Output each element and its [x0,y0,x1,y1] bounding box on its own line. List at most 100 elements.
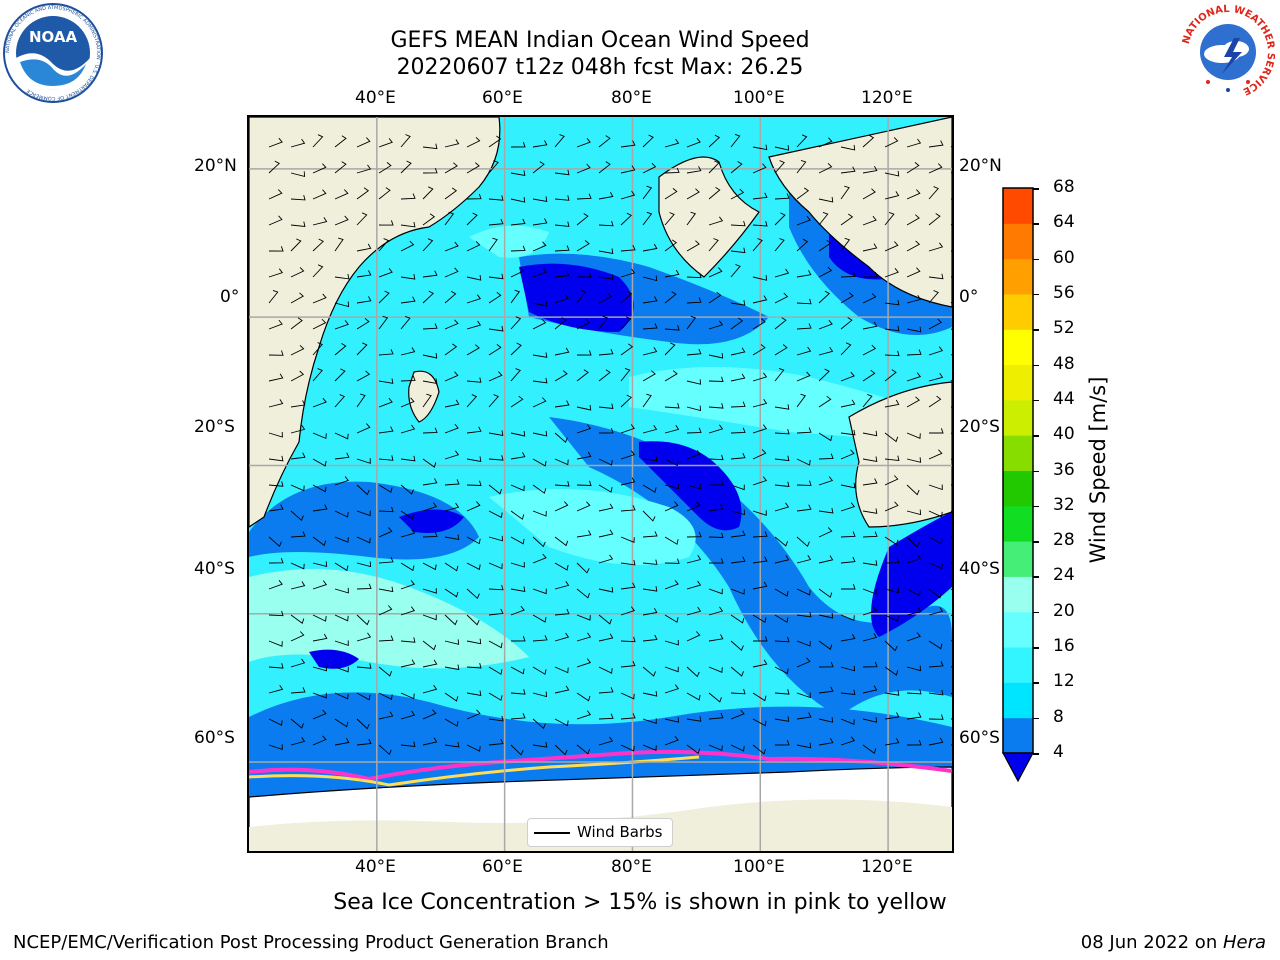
wind-barb-icon [312,561,328,567]
wind-barb-icon [356,342,368,356]
wind-barb-icon [840,633,856,642]
wind-barb-icon [268,536,282,548]
wind-barb-icon [752,424,768,434]
wind-barb-icon [554,562,569,571]
wind-barb-icon [752,510,767,516]
wind-barb-icon [708,712,724,720]
wind-barb-icon [554,270,570,278]
wind-barb-icon [818,738,834,746]
wind-barb-icon [444,423,459,434]
wind-barb-icon [554,169,570,176]
wind-barb-icon [730,666,744,677]
wind-barb-icon [290,344,305,356]
wind-barb-icon [642,455,658,462]
wind-barb-icon [268,189,283,200]
wind-barb-icon [356,164,372,174]
wind-barb-icon [356,296,372,304]
footer-date: 08 Jun 2022 on Hera [1081,932,1266,953]
wind-barb-icon [444,371,459,382]
wind-barb-icon [928,562,943,570]
wind-barb-icon [400,580,415,590]
wind-barb-icon [290,736,306,746]
wind-barb-icon [708,558,724,564]
wind-barb-icon [686,137,701,148]
wind-barb-icon [642,323,658,330]
wind-barb-icon [378,397,393,408]
wind-barb-icon [620,559,636,566]
wind-barb-icon [400,637,416,643]
wind-barb-icon [774,666,789,675]
wind-barb-icon [752,449,767,460]
wind-barb-icon [752,659,768,668]
wind-barb-icon [840,144,856,151]
wind-barb-icon [334,692,349,700]
wind-barb-icon [510,605,525,616]
wind-barb-icon [312,432,327,440]
wind-barb-icon [840,502,856,512]
wind-barb-icon [664,167,680,174]
wind-barb-icon [576,530,592,538]
wind-barb-icon [664,425,680,434]
wind-barb-icon [664,501,679,512]
wind-barb-icon [488,394,499,408]
wind-barb-icon [642,559,658,565]
colorbar-tick-label: 8 [1053,706,1064,727]
wind-barb-icon [422,531,438,538]
wind-barb-icon [466,240,481,252]
wind-barb-icon [422,323,438,330]
wind-barb-icon [510,561,525,568]
wind-band-blue [249,481,479,560]
wind-barb-icon [598,503,614,512]
wind-barb-icon [818,196,834,203]
wind-barb-icon [488,160,499,174]
wind-barb-icon [708,376,724,382]
wind-barb-icon [620,343,634,356]
wind-barb-icon [312,134,324,148]
wind-barb-icon [290,614,305,625]
wind-barb-icon [268,289,279,304]
wind-barb-icon [290,718,304,729]
wind-barb-icon [884,369,897,382]
wind-barb-icon [752,372,768,382]
wind-barb-icon [686,240,700,252]
lon-tick-bottom: 120°E [861,857,913,877]
wind-barb-icon [510,713,526,720]
wind-barb-icon [510,430,526,437]
wind-barb-icon [444,267,459,278]
wind-barb-icon [906,632,921,642]
wind-barb-icon [510,536,525,545]
wind-barb-icon [774,689,790,695]
wind-barb-icon [268,399,284,408]
colorbar-tick-mark [1033,329,1039,331]
wind-barb-icon [554,195,570,201]
wind-barb-icon [510,218,526,226]
wind-barb-icon [862,188,876,200]
wind-barb-icon [906,162,920,174]
wind-barb-icon [444,534,460,541]
wind-barb-icon [466,344,480,356]
wind-barb-icon [598,428,614,434]
wind-barb-icon [290,452,306,460]
wind-barb-icon [378,187,391,200]
colorbar-title: Wind Speed [m/s] [1086,376,1110,564]
wind-barb-icon [818,395,832,408]
lat-tick-right: 0° [959,287,979,307]
wind-barb-icon [620,582,636,590]
wind-barb-icon [686,631,701,642]
wind-barb-icon [730,453,746,460]
wind-barb-icon [532,241,547,252]
wind-barb-icon [466,136,481,148]
wind-barb-icon [840,271,856,278]
colorbar-box [1003,223,1033,260]
colorbar-tick-mark [1033,258,1039,261]
wind-barb-icon [818,717,834,723]
wind-barb-icon [841,584,856,590]
wind-barb-icon [444,343,458,356]
lat-tick-left: 0° [220,287,240,307]
wind-barb-icon [906,138,922,148]
wind-barb-icon [290,631,305,642]
wind-barb-icon [884,614,899,622]
wind-barb-icon [488,218,504,226]
wind-barb-icon [312,397,327,408]
wind-barb-icon [510,245,526,252]
